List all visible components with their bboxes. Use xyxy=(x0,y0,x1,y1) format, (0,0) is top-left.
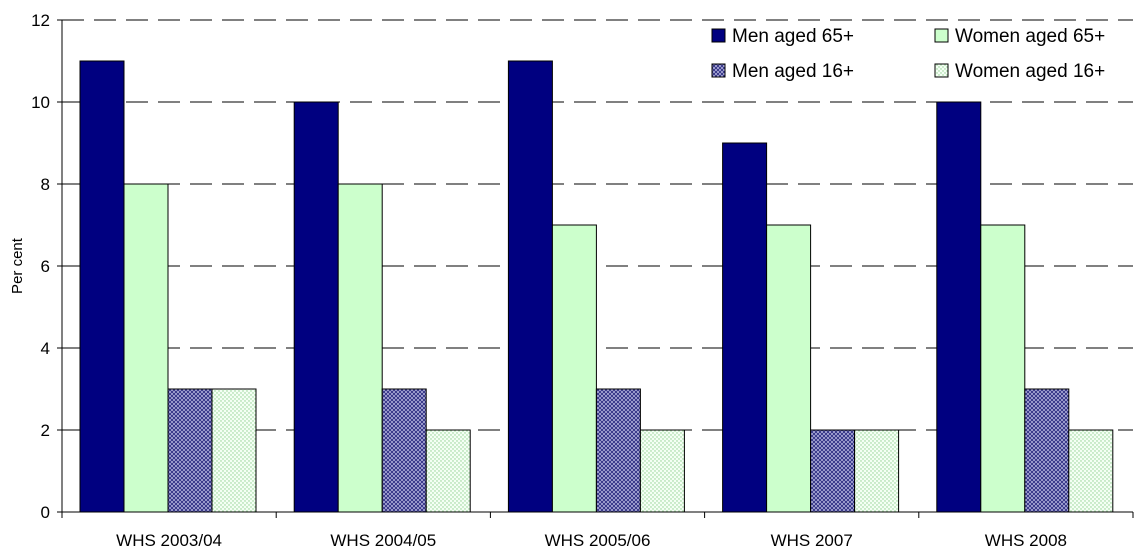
legend-swatch xyxy=(934,63,949,78)
bar xyxy=(854,429,900,513)
bar xyxy=(337,183,383,513)
bar xyxy=(766,224,812,513)
y-tick-label: 10 xyxy=(31,93,50,112)
bar xyxy=(722,142,768,513)
legend-label: Men aged 16+ xyxy=(732,61,854,82)
y-tick-label: 6 xyxy=(41,257,50,276)
bar xyxy=(810,429,856,513)
bar xyxy=(980,224,1026,513)
bar xyxy=(381,388,427,513)
bar xyxy=(79,60,125,513)
bar xyxy=(123,183,169,513)
x-tick-label: WHS 2003/04 xyxy=(116,531,222,550)
legend-label: Women aged 65+ xyxy=(955,26,1105,47)
y-axis-title: Per cent xyxy=(9,237,26,294)
bar xyxy=(507,60,553,513)
y-tick-label: 8 xyxy=(41,175,50,194)
bar xyxy=(167,388,213,513)
bar xyxy=(1068,429,1114,513)
y-tick-label: 2 xyxy=(41,421,50,440)
bar xyxy=(595,388,641,513)
y-tick-label: 4 xyxy=(41,339,50,358)
bar xyxy=(293,101,339,513)
y-tick-label: 0 xyxy=(41,503,50,522)
x-tick-label: WHS 2004/05 xyxy=(330,531,436,550)
x-tick-label: WHS 2007 xyxy=(771,531,853,550)
legend-label: Women aged 16+ xyxy=(955,61,1105,82)
bar xyxy=(551,224,597,513)
y-tick-label: 12 xyxy=(31,11,50,30)
bar xyxy=(639,429,685,513)
bar xyxy=(1024,388,1070,513)
bar xyxy=(936,101,982,513)
legend-swatch xyxy=(934,28,949,43)
x-tick-label: WHS 2008 xyxy=(985,531,1067,550)
bar xyxy=(211,388,257,513)
x-tick-label: WHS 2005/06 xyxy=(545,531,651,550)
bar xyxy=(425,429,471,513)
legend-swatch xyxy=(711,28,726,43)
legend-swatch xyxy=(711,63,726,78)
legend-label: Men aged 65+ xyxy=(732,26,854,47)
